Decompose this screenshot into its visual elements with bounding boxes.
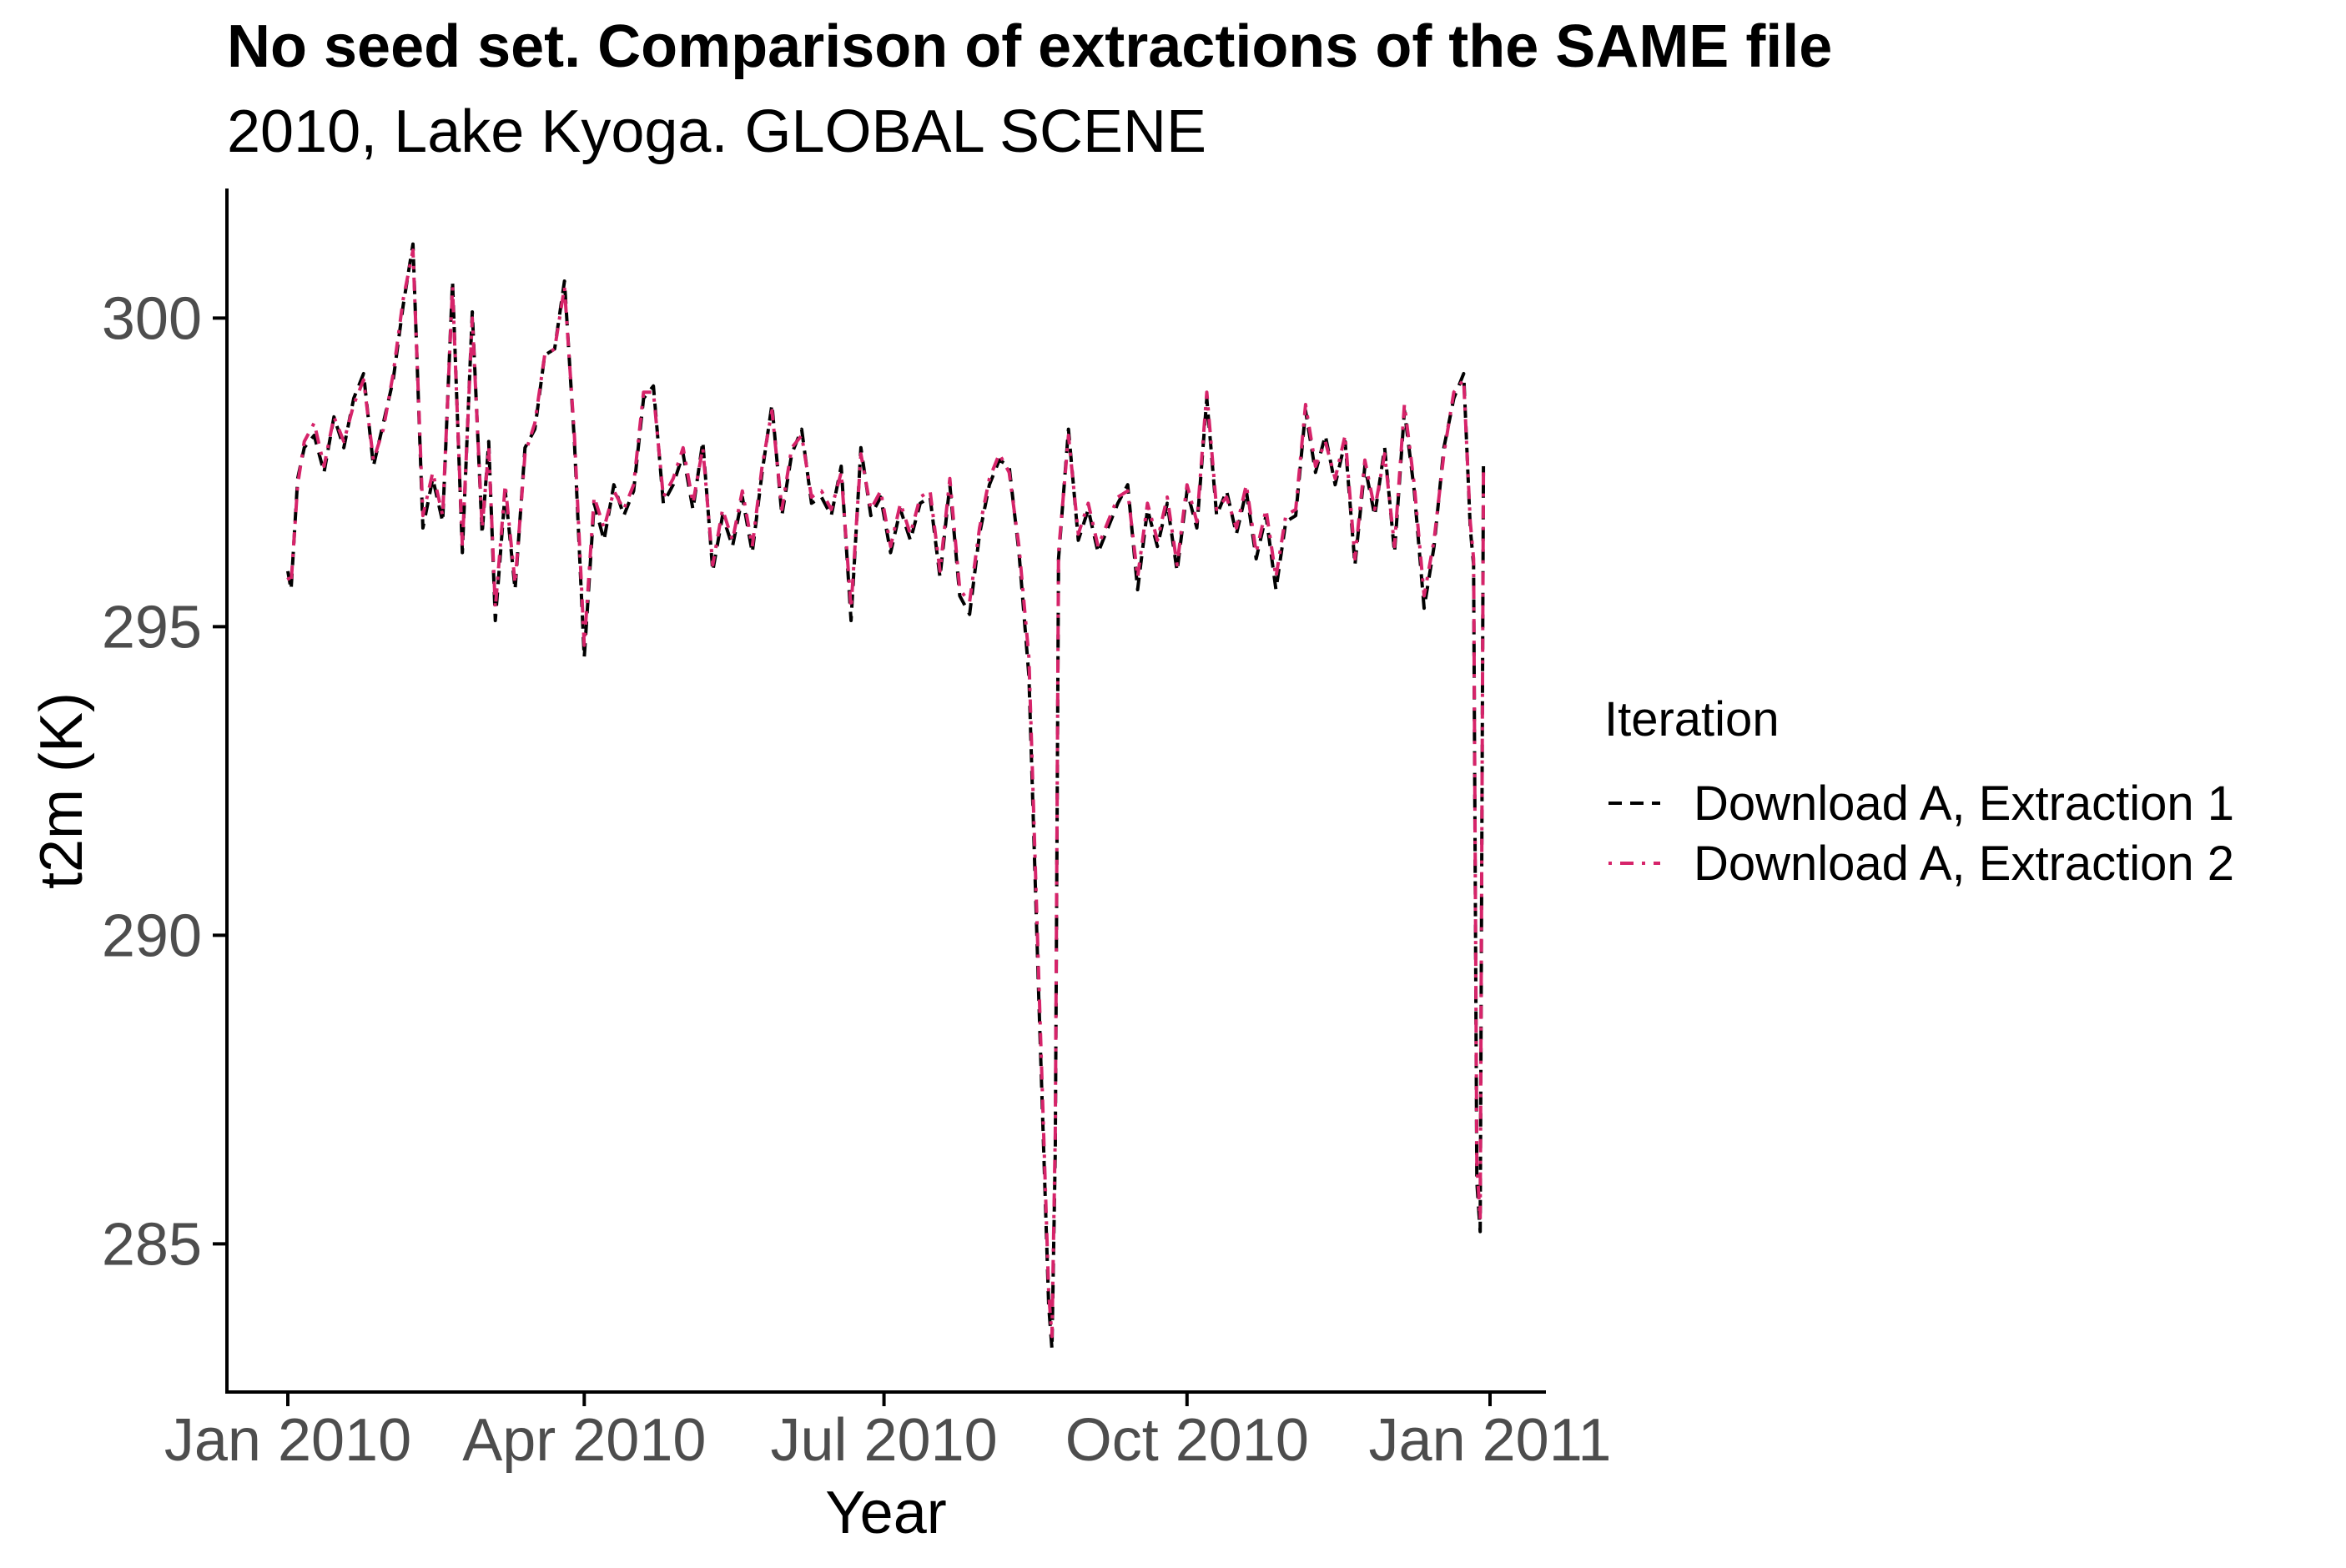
x-tick-label: Jul 2010 bbox=[770, 1407, 997, 1474]
x-axis-title: Year bbox=[825, 1480, 946, 1546]
y-axis-title: t2m (K) bbox=[28, 692, 95, 889]
x-tick-label: Jan 2010 bbox=[164, 1407, 411, 1474]
chart-title: No seed set. Comparison of extractions o… bbox=[227, 13, 1832, 80]
legend-items: Download A, Extraction 1 Download A, Extr… bbox=[1608, 776, 2234, 891]
legend-label-1: Download A, Extraction 1 bbox=[1694, 776, 2234, 831]
series-layer bbox=[286, 242, 1486, 1351]
y-axis-ticks: 285 290 295 300 bbox=[102, 285, 227, 1278]
x-axis-ticks: Jan 2010 Apr 2010 Jul 2010 Oct 2010 Jan 2011 bbox=[164, 1392, 1612, 1474]
y-tick-label: 295 bbox=[102, 594, 202, 661]
y-tick-label: 285 bbox=[102, 1211, 202, 1278]
legend-label-2: Download A, Extraction 2 bbox=[1694, 837, 2234, 891]
y-tick-label: 290 bbox=[102, 902, 202, 969]
chart-subtitle: 2010, Lake Kyoga. GLOBAL SCENE bbox=[227, 98, 1206, 165]
series-line-2 bbox=[286, 249, 1486, 1339]
x-tick-label: Apr 2010 bbox=[462, 1407, 706, 1474]
x-tick-label: Oct 2010 bbox=[1065, 1407, 1309, 1474]
x-tick-label: Jan 2011 bbox=[1369, 1407, 1612, 1474]
y-tick-label: 300 bbox=[102, 285, 202, 352]
legend: Iteration Download A, Extraction 1Downlo… bbox=[1604, 692, 2234, 891]
legend-title: Iteration bbox=[1604, 692, 1780, 746]
